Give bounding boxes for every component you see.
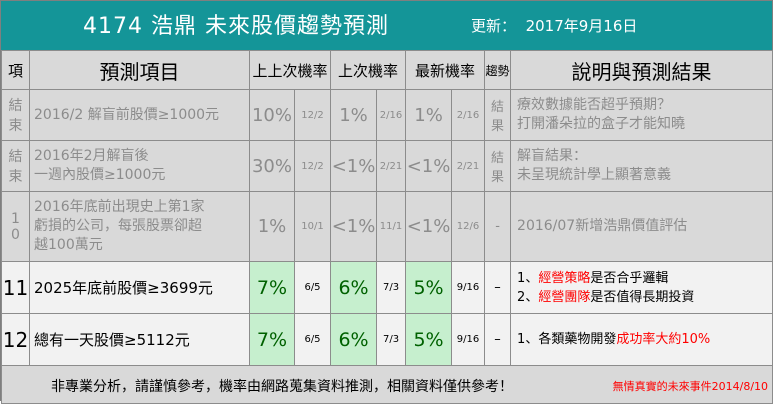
- date-prev-prev: 6/5: [293, 313, 332, 366]
- prob-prev-prev: 7%: [249, 261, 295, 314]
- row-id: 12: [1, 313, 30, 366]
- prob-prev-prev: 1%: [249, 191, 295, 262]
- date-prev-prev: 12/2: [293, 89, 332, 141]
- row-trend: 結果: [484, 89, 512, 141]
- prob-latest: 5%: [405, 313, 453, 366]
- table-row: 結束 2016年2月解盲後 一週內股價≥1000元 30% 12/2 <1% 2…: [1, 140, 773, 192]
- date-latest: 9/16: [451, 261, 486, 314]
- col-header-prediction-item: 預測項目: [29, 50, 250, 90]
- row-item: 2016年底前出現史上第1家 虧損的公司，每張股票卻超 越100萬元: [29, 191, 250, 262]
- row-item-line: 虧損的公司，每張股票卻超: [34, 218, 202, 234]
- desc-line: 2、經營團隊是否值得長期投資: [517, 288, 772, 307]
- prob-prev-prev: 7%: [249, 313, 295, 366]
- desc-highlight: 成功率大約10%: [616, 332, 711, 347]
- table-row: 11 2025年底前股價≥3699元 7% 6/5 6% 7/3 5% 9/16…: [1, 261, 773, 314]
- row-item: 2016/2 解盲前股價≥1000元: [29, 89, 250, 141]
- row-trend: 結果: [484, 140, 512, 192]
- row-item-line: 一週內股價≥1000元: [34, 167, 166, 183]
- desc-highlight: 經營團隊: [538, 289, 591, 305]
- date-prev: 2/21: [376, 140, 407, 192]
- prob-prev: <1%: [330, 140, 378, 192]
- row-item-line: 2016/2 解盲前股價≥1000元: [34, 106, 220, 123]
- row-item-line: 越100萬元: [34, 237, 103, 253]
- prob-prev: 6%: [330, 261, 378, 314]
- col-header-prev-prob: 上次機率: [330, 50, 407, 90]
- row-item-line: 2016年2月解盲後: [34, 148, 149, 164]
- forecast-table: 項 預測項目 上上次機率 上次機率 最新機率 趨勢 說明與預測結果 結束 201…: [0, 50, 773, 404]
- desc-prefix: 1、各類藥物開發: [517, 332, 617, 347]
- prob-prev-prev: 10%: [249, 89, 295, 141]
- date-latest: 2/16: [451, 89, 486, 141]
- date-prev-prev: 6/5: [293, 261, 332, 314]
- row-id: 結束: [1, 89, 30, 141]
- prob-prev: 6%: [330, 313, 378, 366]
- footer-cell: 非專業分析，請謹慎參考，機率由網路蒐集資料推測，相關資料僅供參考！ 無情真實的未…: [0, 365, 773, 404]
- footer-row: 非專業分析，請謹慎參考，機率由網路蒐集資料推測，相關資料僅供參考！ 無情真實的未…: [0, 365, 773, 404]
- table-row: 結束 2016/2 解盲前股價≥1000元 10% 12/2 1% 2/16 1…: [1, 89, 773, 141]
- table-header-row: 項 預測項目 上上次機率 上次機率 最新機率 趨勢 說明與預測結果: [1, 50, 773, 90]
- col-header-trend: 趨勢: [484, 50, 512, 90]
- update-info: 更新： 2017年9月16日: [471, 15, 637, 36]
- desc-suffix: 是否合乎邏輯: [590, 270, 669, 286]
- row-item-line: 2016年底前出現史上第1家: [34, 199, 205, 215]
- date-prev: 2/16: [376, 89, 407, 141]
- row-description: 療效數據能否超乎預期？ 打開潘朵拉的盒子才能知曉: [510, 89, 773, 141]
- row-item: 2016年2月解盲後 一週內股價≥1000元: [29, 140, 250, 192]
- col-header-prev-prev-prob: 上上次機率: [248, 50, 332, 90]
- col-header-item-no: 項: [1, 50, 30, 90]
- prob-prev: <1%: [330, 191, 378, 262]
- desc-prefix: 1、: [517, 270, 539, 286]
- desc-line: 1、各類藥物開發成功率大約10%: [517, 330, 772, 349]
- title-bar: 4174 浩鼎 未來股價趨勢預測 更新： 2017年9月16日: [1, 1, 772, 50]
- row-trend: -: [484, 191, 512, 262]
- update-date: 2017年9月16日: [525, 17, 638, 35]
- prob-prev: 1%: [330, 89, 378, 141]
- row-description: 2016/07新增浩鼎價值評估: [510, 191, 773, 262]
- row-item: 總有一天股價≥5112元: [29, 313, 250, 366]
- desc-line: 解盲結果：: [517, 148, 588, 164]
- row-item: 2025年底前股價≥3699元: [29, 261, 250, 314]
- desc-line: 2016/07新增浩鼎價值評估: [517, 218, 688, 234]
- date-prev: 11/1: [376, 191, 407, 262]
- desc-line: 打開潘朵拉的盒子才能知曉: [517, 116, 686, 132]
- disclaimer-text: 非專業分析，請謹慎參考，機率由網路蒐集資料推測，相關資料僅供參考！: [51, 379, 513, 395]
- desc-prefix: 2、: [517, 289, 539, 305]
- prob-latest: <1%: [405, 191, 453, 262]
- row-trend: –: [484, 313, 512, 366]
- date-latest: 9/16: [451, 313, 486, 366]
- row-trend: –: [484, 261, 512, 314]
- row-description: 1、經營策略是否合乎邏輯 2、經營團隊是否值得長期投資: [510, 261, 773, 314]
- desc-line: 1、經營策略是否合乎邏輯: [517, 269, 772, 288]
- prob-latest: 5%: [405, 261, 453, 314]
- credit-text: 無情真實的未來事件2014/8/10: [612, 380, 769, 393]
- update-label: 更新：: [471, 17, 517, 35]
- row-description: 1、各類藥物開發成功率大約10%: [510, 313, 773, 366]
- desc-line: 療效數據能否超乎預期？: [517, 97, 672, 113]
- date-prev: 7/3: [376, 261, 407, 314]
- date-latest: 12/6: [451, 191, 486, 262]
- date-prev-prev: 12/2: [293, 140, 332, 192]
- desc-suffix: 是否值得長期投資: [590, 289, 695, 305]
- prob-prev-prev: 30%: [249, 140, 295, 192]
- row-description: 解盲結果： 未呈現統計學上顯著意義: [510, 140, 773, 192]
- col-header-description: 說明與預測結果: [510, 50, 773, 90]
- prob-latest: <1%: [405, 140, 453, 192]
- desc-line: 未呈現統計學上顯著意義: [517, 167, 672, 183]
- col-header-latest-prob: 最新機率: [405, 50, 486, 90]
- row-id: 結束: [1, 140, 30, 192]
- prob-latest: 1%: [405, 89, 453, 141]
- table-row: 12 總有一天股價≥5112元 7% 6/5 6% 7/3 5% 9/16 – …: [1, 313, 773, 366]
- page-title: 4174 浩鼎 未來股價趨勢預測: [83, 14, 389, 39]
- row-id: 11: [1, 261, 30, 314]
- date-prev: 7/3: [376, 313, 407, 366]
- desc-highlight: 經營策略: [538, 270, 591, 286]
- date-prev-prev: 10/1: [293, 191, 332, 262]
- date-latest: 2/21: [451, 140, 486, 192]
